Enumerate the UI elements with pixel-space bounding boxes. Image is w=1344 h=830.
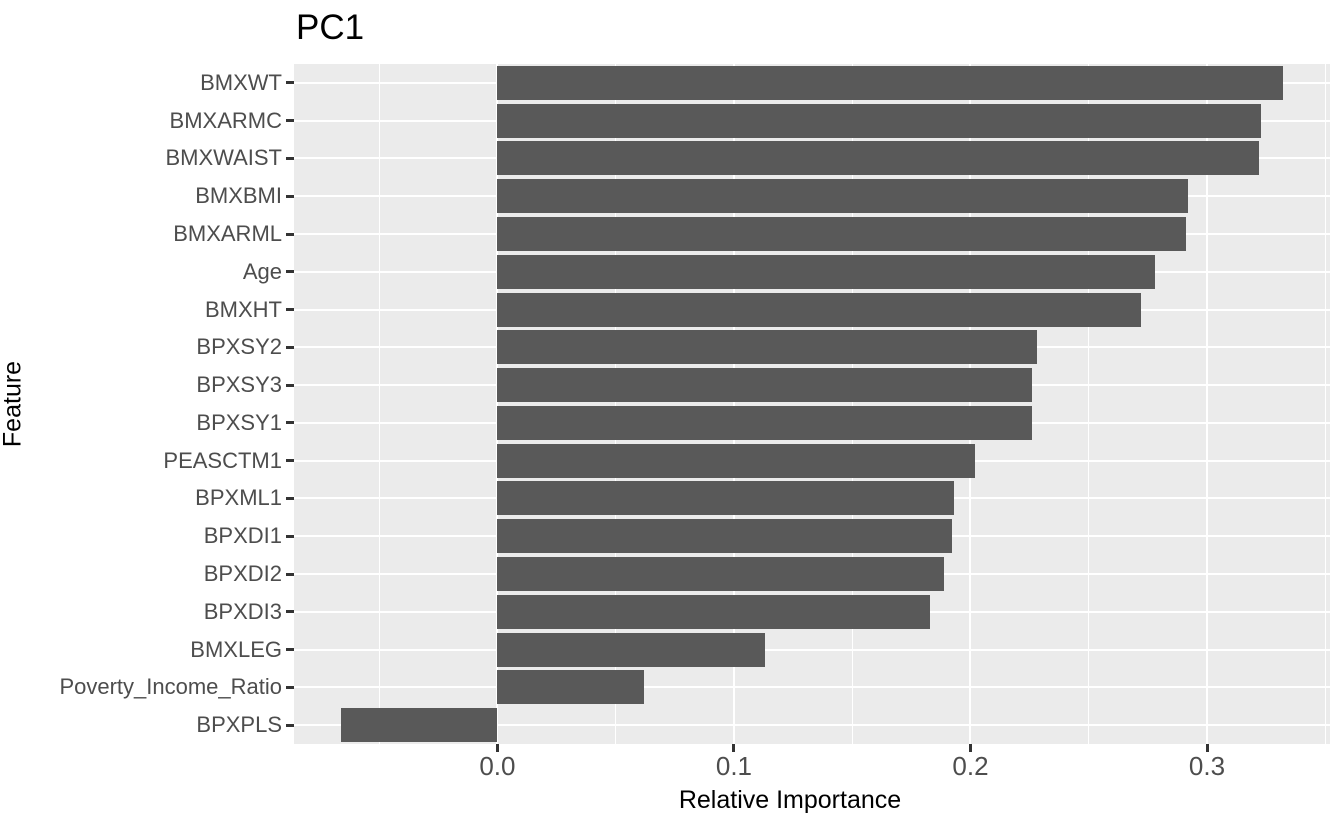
y-axis-tick <box>286 421 294 425</box>
y-tick-label: BPXSY3 <box>196 372 282 398</box>
y-tick-label: BPXDI2 <box>203 561 282 586</box>
y-axis-tick <box>286 81 294 85</box>
x-axis-tick <box>968 744 972 752</box>
y-tick-label: PEASCTM1 <box>163 447 282 473</box>
x-axis-tick <box>732 744 736 752</box>
y-axis-tick <box>286 534 294 538</box>
plot-panel <box>294 64 1330 744</box>
major-gridline <box>294 686 1330 689</box>
y-tick-label: BMXLEG <box>190 636 282 662</box>
y-axis-tick <box>286 232 294 236</box>
y-tick-label: BMXARML <box>173 221 282 246</box>
bar-BPXDI2 <box>497 557 945 591</box>
y-axis-tick <box>286 723 294 727</box>
y-axis-tick <box>286 308 294 312</box>
bar-BMXBMI <box>497 179 1189 214</box>
bar-BPXPLS <box>341 708 498 743</box>
y-tick-label: BMXWAIST <box>165 145 282 171</box>
minor-gridline <box>1088 64 1090 744</box>
bar-BPXDI1 <box>497 519 952 554</box>
y-tick-label: BPXDI1 <box>203 523 282 549</box>
y-tick-label: BPXPLS <box>196 712 282 738</box>
bar-BMXARMC <box>497 103 1262 138</box>
y-axis-tick <box>286 572 294 576</box>
y-tick-label: BMXARMC <box>169 107 282 133</box>
bar-BPXSY3 <box>497 368 1032 403</box>
y-tick-label: BPXML1 <box>195 485 282 511</box>
bar-BPXDI3 <box>497 594 931 629</box>
y-tick-label: Poverty_Income_Ratio <box>59 674 282 700</box>
y-axis-tick <box>286 459 294 463</box>
x-tick-label: 0.3 <box>1188 751 1226 781</box>
bar-BPXML1 <box>497 481 954 516</box>
bar-Age <box>497 254 1155 289</box>
bar-BMXLEG <box>497 632 765 667</box>
x-tick-label: 0.0 <box>479 751 516 781</box>
y-axis-tick <box>286 194 294 198</box>
bar-BMXARML <box>497 217 1186 251</box>
bar-BPXSY2 <box>497 330 1037 365</box>
x-axis-title: Relative Importance <box>678 786 902 814</box>
y-tick-label: BPXSY2 <box>196 334 282 360</box>
y-axis-tick <box>286 345 294 349</box>
y-tick-label: BMXBMI <box>195 183 282 209</box>
bar-BMXWT <box>497 65 1283 100</box>
y-axis-tick <box>286 496 294 500</box>
bar-BPXSY1 <box>497 405 1032 440</box>
minor-gridline <box>1324 64 1326 744</box>
major-gridline <box>294 648 1330 651</box>
x-axis-tick <box>495 744 499 752</box>
bar-PEASCTM1 <box>497 443 976 478</box>
y-axis-tick <box>286 685 294 689</box>
y-axis-tick <box>286 383 294 387</box>
major-gridline <box>1206 64 1208 744</box>
plot-title: PC1 <box>296 8 365 47</box>
x-tick-label: 0.1 <box>715 751 753 781</box>
y-tick-label: BMXHT <box>205 296 282 322</box>
major-gridline <box>732 64 735 744</box>
y-tick-label: BPXSY1 <box>196 409 282 435</box>
x-axis-tick <box>1205 744 1209 752</box>
bar-BMXWAIST <box>497 141 1260 176</box>
y-tick-label: BPXDI3 <box>203 598 282 624</box>
y-axis-tick <box>286 119 294 123</box>
minor-gridline <box>851 64 853 744</box>
major-gridline <box>496 64 499 744</box>
y-tick-label: Age <box>242 258 282 284</box>
bar-BMXHT <box>497 292 1141 327</box>
major-gridline <box>294 724 1330 727</box>
y-axis-tick <box>286 648 294 652</box>
y-axis-tick <box>286 156 294 160</box>
bar-Poverty_Income_Ratio <box>497 670 645 705</box>
y-axis-tick <box>286 610 294 614</box>
y-tick-label: BMXWT <box>200 69 282 95</box>
minor-gridline <box>378 64 380 744</box>
y-axis-tick <box>286 270 294 274</box>
minor-gridline <box>615 64 617 744</box>
major-gridline <box>969 64 972 744</box>
x-tick-label: 0.2 <box>952 751 989 781</box>
